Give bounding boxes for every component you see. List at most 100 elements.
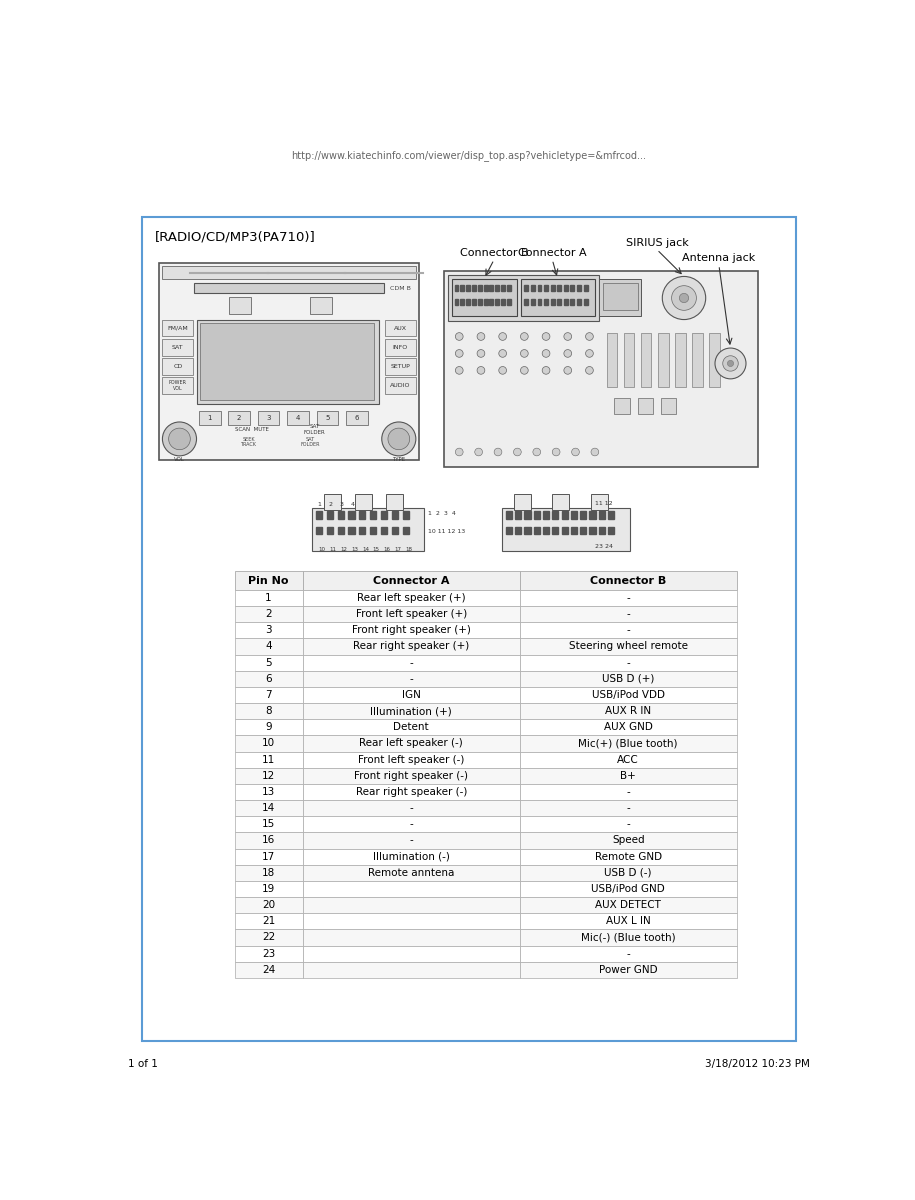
Bar	[194, 282, 384, 293]
Circle shape	[543, 366, 550, 374]
Bar	[520, 946, 737, 961]
Bar	[451, 278, 517, 316]
Bar	[520, 686, 737, 703]
Text: CDM B: CDM B	[391, 287, 411, 292]
Text: 18: 18	[262, 868, 275, 878]
Text: Illumination (+): Illumination (+)	[371, 706, 452, 716]
Bar	[472, 299, 476, 305]
Text: USB/iPod VDD: USB/iPod VDD	[592, 690, 664, 700]
Text: 15: 15	[372, 547, 380, 552]
Bar	[234, 946, 303, 961]
Bar	[159, 263, 419, 460]
Bar	[303, 929, 520, 946]
Bar	[607, 332, 618, 386]
Circle shape	[494, 448, 501, 456]
Text: 6: 6	[355, 415, 360, 421]
Text: 4: 4	[350, 502, 354, 506]
Text: TYPE: TYPE	[393, 457, 405, 462]
Bar	[533, 527, 540, 534]
Text: 12: 12	[340, 547, 348, 552]
Bar	[229, 298, 251, 314]
Text: SCAN  MUTE: SCAN MUTE	[235, 427, 269, 432]
Bar	[460, 284, 464, 292]
Text: POWER
VOL: POWER VOL	[169, 380, 187, 391]
Bar	[515, 511, 522, 518]
Bar	[385, 377, 415, 395]
Bar	[234, 881, 303, 898]
Bar	[520, 816, 737, 833]
Bar	[490, 299, 493, 305]
Bar	[520, 590, 737, 606]
Bar	[234, 751, 303, 768]
Bar	[355, 494, 371, 510]
Text: FM/AM: FM/AM	[167, 325, 188, 330]
Bar	[303, 848, 520, 865]
Bar	[316, 527, 322, 534]
Circle shape	[543, 332, 550, 341]
Bar	[661, 398, 676, 414]
Bar	[520, 719, 737, 736]
Bar	[303, 865, 520, 881]
Text: 5: 5	[326, 415, 329, 421]
Text: -: -	[409, 803, 413, 814]
Bar	[327, 511, 333, 518]
Text: 1 of 1: 1 of 1	[128, 1058, 158, 1069]
Circle shape	[477, 332, 485, 341]
Bar	[303, 571, 520, 590]
Bar	[234, 606, 303, 622]
Bar	[234, 686, 303, 703]
Bar	[303, 736, 520, 751]
Bar	[199, 323, 374, 400]
Bar	[303, 898, 520, 913]
Bar	[234, 768, 303, 784]
Text: CD: CD	[173, 364, 183, 370]
Bar	[520, 622, 737, 638]
Bar	[553, 494, 569, 510]
Bar	[531, 284, 534, 292]
Bar	[310, 298, 332, 314]
Bar	[234, 848, 303, 865]
Bar	[303, 719, 520, 736]
Bar	[709, 332, 720, 386]
Bar	[603, 282, 638, 310]
Text: 9: 9	[265, 722, 272, 732]
Bar	[506, 527, 512, 534]
Bar	[478, 284, 481, 292]
Bar	[234, 654, 303, 671]
Bar	[360, 527, 365, 534]
Circle shape	[475, 448, 482, 456]
Bar	[163, 358, 193, 374]
Bar	[455, 284, 458, 292]
Bar	[506, 511, 512, 518]
Bar	[142, 217, 796, 1042]
Text: -: -	[627, 610, 630, 619]
Circle shape	[456, 349, 463, 358]
Bar	[513, 494, 531, 510]
Bar	[392, 527, 398, 534]
Bar	[524, 527, 531, 534]
Text: 1: 1	[265, 593, 272, 602]
Bar	[385, 494, 403, 510]
Text: -: -	[627, 949, 630, 959]
Bar	[524, 511, 531, 518]
Circle shape	[672, 286, 696, 311]
Bar	[520, 784, 737, 800]
Bar	[608, 511, 614, 518]
Bar	[524, 284, 528, 292]
Bar	[303, 800, 520, 816]
Text: -: -	[627, 625, 630, 635]
Bar	[543, 527, 549, 534]
Bar	[303, 768, 520, 784]
Bar	[385, 338, 415, 355]
Text: -: -	[409, 673, 413, 684]
Bar	[484, 299, 488, 305]
Bar	[303, 638, 520, 654]
Bar	[234, 929, 303, 946]
Bar	[234, 913, 303, 929]
Bar	[674, 332, 685, 386]
Text: AUDIO: AUDIO	[390, 383, 411, 389]
Text: 2: 2	[328, 502, 332, 506]
Text: Speed: Speed	[612, 835, 644, 846]
Text: SAT
FOLDER: SAT FOLDER	[301, 437, 320, 448]
Bar	[577, 284, 581, 292]
